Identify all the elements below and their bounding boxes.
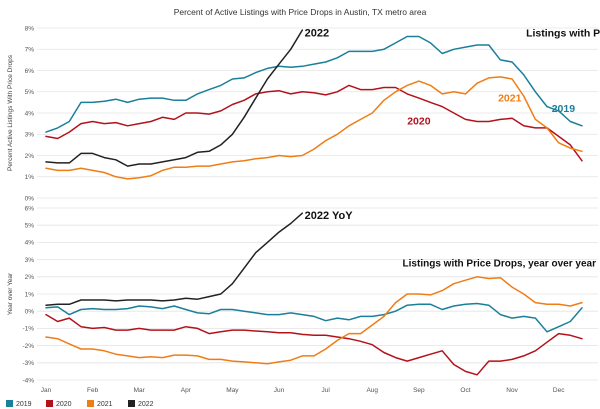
- x-tick-label-mar: Mar: [134, 387, 146, 394]
- x-tick-label-aug: Aug: [366, 387, 378, 394]
- legend-swatch-2019: [6, 400, 13, 407]
- top-annotation-2020: 2020: [407, 116, 431, 128]
- top-annotation-2021: 2021: [498, 92, 522, 104]
- top-annotation-title: Listings with Price Drops: [526, 28, 600, 40]
- bottom-annotation-2022-yoy: 2022 YoY: [305, 210, 354, 222]
- legend-label-2021: 2021: [97, 401, 113, 408]
- x-tick-label-oct: Oct: [460, 387, 470, 394]
- legend-swatch-2021: [87, 400, 94, 407]
- x-tick-label-apr: Apr: [181, 387, 192, 394]
- top-ytick-label: 2%: [25, 153, 35, 160]
- legend: 2019 2020 2021 2022: [6, 400, 154, 408]
- bottom-ytick-label: 2%: [25, 274, 35, 281]
- x-tick-label-feb: Feb: [87, 387, 99, 394]
- x-tick-label-jul: Jul: [321, 387, 330, 394]
- bottom-y-axis-label: Year over Year: [7, 272, 14, 315]
- top-ytick-label: 6%: [25, 68, 35, 75]
- legend-swatch-2022: [128, 400, 135, 407]
- x-tick-label-sep: Sep: [413, 387, 425, 394]
- x-tick-label-may: May: [226, 387, 239, 394]
- legend-label-2022: 2022: [138, 401, 154, 408]
- bottom-ytick-label: -4%: [22, 377, 34, 384]
- top-series-2022-line: [45, 29, 304, 167]
- top-series-2021-line: [45, 76, 583, 180]
- legend-label-2019: 2019: [16, 401, 32, 408]
- bottom-ytick-label: 0%: [25, 309, 35, 316]
- top-annotation-2022: 2022: [305, 28, 329, 40]
- x-tick-label-dec: Dec: [553, 387, 565, 394]
- top-ytick-label: 4%: [25, 110, 35, 117]
- bottom-ytick-label: -1%: [22, 326, 34, 333]
- bottom-series-2020-line: [45, 313, 583, 376]
- legend-label-2020: 2020: [56, 401, 72, 408]
- top-series-2019-line: [45, 35, 583, 133]
- x-tick-label-jun: Jun: [274, 387, 285, 394]
- top-y-axis-label: Percent Active Listings With Price Drops: [7, 54, 14, 171]
- chart-title: Percent of Active Listings with Price Dr…: [174, 7, 427, 17]
- top-annotation-2019: 2019: [552, 103, 576, 115]
- bottom-annotation-yoy-title: Listings with Price Drops, year over yea…: [403, 258, 597, 269]
- bottom-ytick-label: -3%: [22, 360, 34, 367]
- top-ytick-label: 3%: [25, 132, 35, 139]
- bottom-series-2021-line: [45, 276, 583, 365]
- bottom-ytick-label: 3%: [25, 257, 35, 264]
- x-tick-label-jan: Jan: [41, 387, 52, 394]
- top-ytick-label: 5%: [25, 89, 35, 96]
- bottom-ytick-label: 5%: [25, 223, 35, 230]
- bottom-panel: -4% -3% -2% -1% 0% 1% 2% 3% 4% 5% 6% Year over Year…: [7, 205, 598, 384]
- bottom-ytick-label: 4%: [25, 240, 35, 247]
- bottom-series-2019-line: [45, 302, 583, 333]
- x-axis: Jan Feb Mar Apr May Jun Jul Aug Sep Oct Nov Dec: [41, 387, 565, 394]
- top-ytick-label: 7%: [25, 47, 35, 54]
- bottom-series-2022-line: [45, 212, 304, 306]
- top-ytick-label: 8%: [25, 25, 35, 32]
- x-tick-label-nov: Nov: [506, 387, 518, 394]
- top-ytick-label: 1%: [25, 174, 35, 181]
- top-ytick-label: 0%: [25, 195, 35, 202]
- bottom-ytick-label: -2%: [22, 343, 34, 350]
- legend-swatch-2020: [46, 400, 53, 407]
- bottom-ytick-label: 6%: [25, 205, 35, 212]
- top-series-2020-line: [45, 84, 583, 162]
- top-panel: 0% 1% 2% 3% 4% 5% 6% 7% 8% Percent Active Listing…: [7, 25, 600, 202]
- bottom-ytick-label: 1%: [25, 291, 35, 298]
